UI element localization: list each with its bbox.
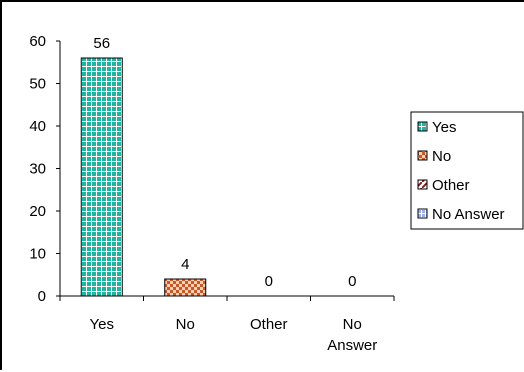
y-tick-label: 60 — [29, 33, 46, 50]
bars — [80, 57, 207, 297]
data-label-no: 4 — [181, 256, 189, 273]
y-tick-label: 20 — [29, 203, 46, 220]
category-label-no: No — [176, 316, 195, 333]
y-tick-label: 40 — [29, 118, 46, 135]
legend-swatch-no — [417, 150, 428, 161]
y-axis-ticks: 0 10 20 30 40 50 60 — [29, 33, 60, 305]
bar-no — [164, 278, 207, 297]
y-tick-label: 10 — [29, 246, 46, 263]
y-tick-label: 30 — [29, 161, 46, 178]
bar-yes — [80, 57, 123, 297]
legend-label-no: No — [432, 148, 451, 165]
legend-label-yes: Yes — [432, 119, 456, 136]
y-tick-label: 0 — [38, 288, 46, 305]
legend-swatch-yes — [417, 121, 428, 132]
x-axis-ticks — [59, 296, 395, 301]
category-label-no-answer: No Answer — [327, 316, 377, 354]
legend: Yes No Other No Answer — [410, 111, 524, 230]
data-label-yes: 56 — [93, 35, 110, 52]
legend-box — [410, 111, 524, 230]
data-label-no-answer: 0 — [348, 273, 356, 290]
data-labels: 56 4 0 0 — [93, 35, 356, 290]
legend-label-no-answer: No Answer — [432, 206, 505, 223]
category-label-yes: Yes — [90, 316, 114, 333]
legend-swatch-no-answer — [417, 208, 428, 219]
legend-swatch-other — [417, 179, 428, 190]
category-labels: Yes No Other No Answer — [90, 316, 378, 354]
category-label-other: Other — [250, 316, 288, 333]
y-tick-label: 50 — [29, 76, 46, 93]
data-label-other: 0 — [265, 273, 273, 290]
legend-label-other: Other — [432, 177, 470, 194]
